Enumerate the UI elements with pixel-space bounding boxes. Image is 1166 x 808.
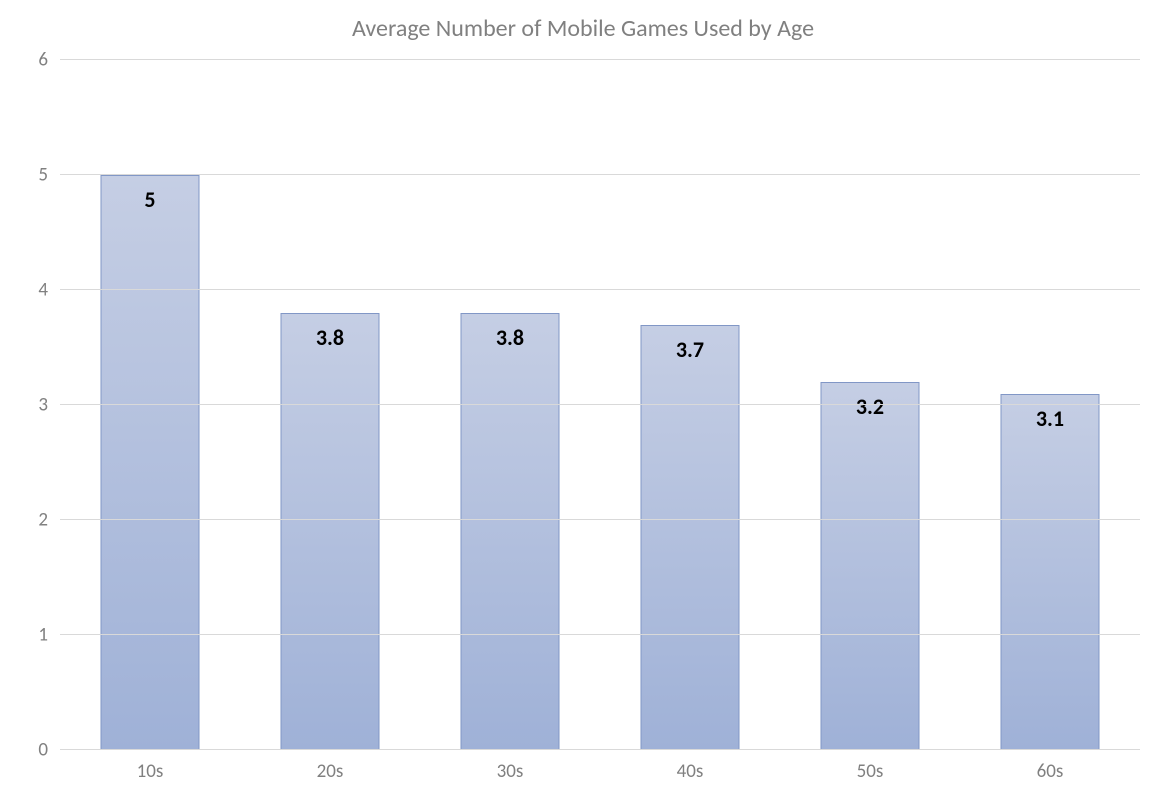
- bars-row: 510s3.820s3.830s3.740s3.250s3.160s: [60, 60, 1140, 750]
- bar-slot: 3.160s: [960, 60, 1140, 750]
- bar: [1001, 394, 1100, 751]
- gridline: [60, 289, 1140, 290]
- x-tick-label: 50s: [857, 760, 884, 783]
- x-tick-label: 60s: [1037, 760, 1064, 783]
- bar-data-label: 3.8: [316, 324, 344, 351]
- x-tick-label: 10s: [137, 760, 164, 783]
- x-tick-label: 20s: [317, 760, 344, 783]
- y-tick-label: 0: [38, 739, 48, 762]
- bar-slot: 3.740s: [600, 60, 780, 750]
- gridline: [60, 59, 1140, 60]
- bar-data-label: 5: [144, 186, 155, 213]
- y-tick-label: 6: [38, 49, 48, 72]
- gridline: [60, 749, 1140, 750]
- gridline: [60, 519, 1140, 520]
- bar: [281, 313, 380, 750]
- bar-slot: 3.820s: [240, 60, 420, 750]
- y-tick-label: 3: [38, 394, 48, 417]
- bar-slot: 3.830s: [420, 60, 600, 750]
- chart-title: Average Number of Mobile Games Used by A…: [0, 14, 1166, 43]
- bar-data-label: 3.1: [1036, 405, 1064, 432]
- bar: [821, 382, 920, 750]
- x-tick-label: 30s: [497, 760, 524, 783]
- bar: [461, 313, 560, 750]
- plot-area: 510s3.820s3.830s3.740s3.250s3.160s 01234…: [60, 60, 1140, 750]
- bar: [641, 325, 740, 751]
- bar-data-label: 3.8: [496, 324, 524, 351]
- bar-data-label: 3.2: [856, 393, 884, 420]
- bar-slot: 3.250s: [780, 60, 960, 750]
- gridline: [60, 404, 1140, 405]
- x-tick-label: 40s: [677, 760, 704, 783]
- y-tick-label: 2: [38, 509, 48, 532]
- chart-container: Average Number of Mobile Games Used by A…: [0, 0, 1166, 808]
- bar: [101, 175, 200, 750]
- bar-slot: 510s: [60, 60, 240, 750]
- bar-data-label: 3.7: [676, 336, 704, 363]
- gridline: [60, 174, 1140, 175]
- y-tick-label: 5: [38, 164, 48, 187]
- y-tick-label: 1: [38, 624, 48, 647]
- gridline: [60, 634, 1140, 635]
- y-tick-label: 4: [38, 279, 48, 302]
